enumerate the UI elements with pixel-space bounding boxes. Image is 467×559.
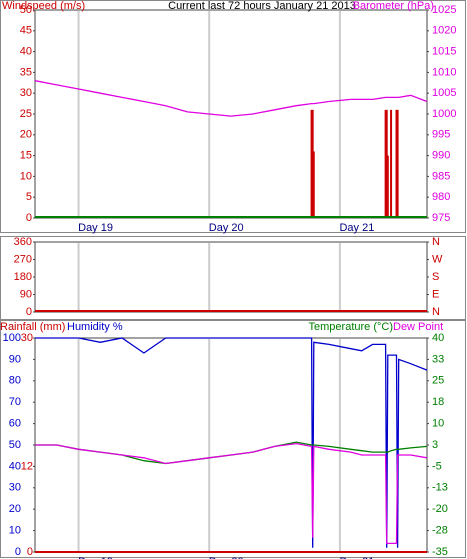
y-tick-label: -13 xyxy=(432,482,448,494)
y-tick-label: 15 xyxy=(20,150,32,162)
panel-frame xyxy=(0,320,466,558)
x-tick-label: Day 20 xyxy=(209,556,244,559)
chart-title: Current last 72 hours January 21 2013 xyxy=(168,0,356,12)
y-tick-label: 270 xyxy=(14,253,32,265)
y-tick-label: 35 xyxy=(20,66,32,78)
y-tick-label: 360 xyxy=(14,236,32,248)
y-tick-label: 980 xyxy=(432,191,450,203)
axis-title: Rainfall (mm) xyxy=(0,321,65,333)
x-tick-label: Day 21 xyxy=(339,222,374,234)
y-tick-label: 33 xyxy=(432,353,444,365)
y-tick-label: 100 xyxy=(3,332,21,344)
y-tick-label: -28 xyxy=(432,525,448,537)
series-line xyxy=(35,441,428,465)
x-tick-label: Day 19 xyxy=(78,556,113,559)
y-tick-label: 0 xyxy=(15,546,21,558)
y-tick-label: 20 xyxy=(20,129,32,141)
panel-frame xyxy=(0,236,466,320)
y-tick-label: N xyxy=(432,306,440,318)
x-tick-label: Day 19 xyxy=(78,222,113,234)
y-tick-label: 0 xyxy=(26,212,32,224)
y-tick-label: 70 xyxy=(9,396,21,408)
y-tick-label: 25 xyxy=(432,375,444,387)
x-tick-label: Day 21 xyxy=(339,556,374,559)
y-tick-label: 1000 xyxy=(432,108,456,120)
y-tick-label: 25 xyxy=(20,108,32,120)
y-tick-label: 3 xyxy=(432,439,438,451)
y-tick-label: 12 xyxy=(21,460,33,472)
y-tick-label: 180 xyxy=(14,271,32,283)
y-tick-label: 90 xyxy=(20,288,32,300)
y-tick-label: 1025 xyxy=(432,4,456,16)
plot-area xyxy=(34,9,428,219)
y-tick-label: 40 xyxy=(432,332,444,344)
y-tick-label: 40 xyxy=(9,460,21,472)
plot-area xyxy=(34,241,428,313)
y-tick-label: 995 xyxy=(432,129,450,141)
x-tick-label: Day 20 xyxy=(209,222,244,234)
y-tick-label: 80 xyxy=(9,375,21,387)
series-line xyxy=(35,337,428,548)
y-tick-label: 990 xyxy=(432,150,450,162)
y-tick-label: S xyxy=(432,271,439,283)
y-tick-label: 50 xyxy=(9,439,21,451)
y-tick-label: W xyxy=(432,253,443,265)
y-tick-label: -35 xyxy=(432,546,448,558)
y-tick-label: 50 xyxy=(20,4,32,16)
series-line xyxy=(35,442,428,545)
y-tick-label: 10 xyxy=(20,170,32,182)
y-tick-label: 0 xyxy=(26,306,32,318)
series-line xyxy=(34,80,428,117)
y-tick-label: 40 xyxy=(20,46,32,58)
y-tick-label: 1020 xyxy=(432,25,456,37)
y-tick-label: 1015 xyxy=(432,46,456,58)
y-tick-label: 20 xyxy=(9,503,21,515)
axis-title: Barometer (hPa) xyxy=(353,0,434,12)
y-tick-label: 45 xyxy=(20,25,32,37)
y-tick-label: 5 xyxy=(26,191,32,203)
axis-title: Humidity % xyxy=(67,321,123,333)
y-tick-label: -20 xyxy=(432,503,448,515)
y-tick-label: N xyxy=(432,236,440,248)
y-tick-label: 60 xyxy=(9,418,21,430)
y-tick-label: 90 xyxy=(9,353,21,365)
y-tick-label: -5 xyxy=(432,460,442,472)
y-tick-label: 30 xyxy=(20,87,32,99)
y-tick-label: E xyxy=(432,288,439,300)
y-tick-label: 18 xyxy=(432,396,444,408)
y-tick-label: 975 xyxy=(432,212,450,224)
y-tick-label: 10 xyxy=(432,418,444,430)
axis-title: Temperature (°C) xyxy=(309,321,393,333)
y-tick-label: 985 xyxy=(432,170,450,182)
y-tick-label: 30 xyxy=(9,482,21,494)
plot-area xyxy=(34,337,428,553)
axis-title: Dew Point xyxy=(393,321,443,333)
y-tick-label: 0 xyxy=(27,546,33,558)
panel-frame xyxy=(0,0,466,233)
y-tick-label: 1010 xyxy=(432,66,456,78)
axis-title: Windspeed (m/s) xyxy=(2,0,85,12)
y-tick-label: 30 xyxy=(21,332,33,344)
y-tick-label: 1005 xyxy=(432,87,456,99)
y-tick-label: 10 xyxy=(9,525,21,537)
